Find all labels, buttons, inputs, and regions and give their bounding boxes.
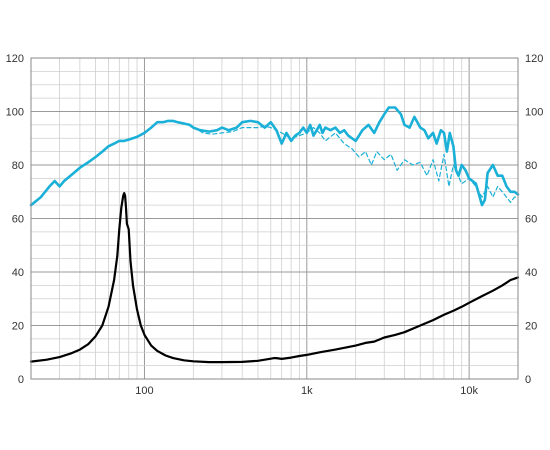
y-tick-label-right: 20 — [525, 321, 537, 333]
y-tick-label-right: 80 — [525, 160, 537, 172]
series-line-3 — [29, 192, 520, 364]
y-tick-label-left: 40 — [12, 267, 24, 279]
y-tick-label-right: 120 — [525, 53, 543, 65]
y-tick-label-right: 0 — [525, 374, 531, 386]
series-line-1 — [29, 106, 520, 207]
y-tick-label-left: 100 — [6, 107, 24, 119]
y-tick-label-right: 100 — [525, 107, 543, 119]
y-tick-label-left: 0 — [18, 374, 24, 386]
y-tick-label-left: 20 — [12, 321, 24, 333]
x-tick-label: 1k — [301, 385, 313, 397]
y-tick-label-left: 120 — [6, 53, 24, 65]
y-tick-label-right: 60 — [525, 214, 537, 226]
y-tick-label-right: 40 — [525, 267, 537, 279]
y-tick-label-left: 80 — [12, 160, 24, 172]
plot-frame — [30, 57, 519, 380]
grid — [30, 57, 519, 380]
x-tick-label: 100 — [135, 385, 153, 397]
tick-labels: 0 0 20 20 40 40 60 60 80 80 100 100 120 120 100 1k 10k — [6, 53, 544, 397]
series-layer — [29, 106, 520, 364]
series-line-2 — [192, 125, 519, 203]
x-tick-label: 10k — [460, 385, 478, 397]
y-tick-label-left: 60 — [12, 214, 24, 226]
